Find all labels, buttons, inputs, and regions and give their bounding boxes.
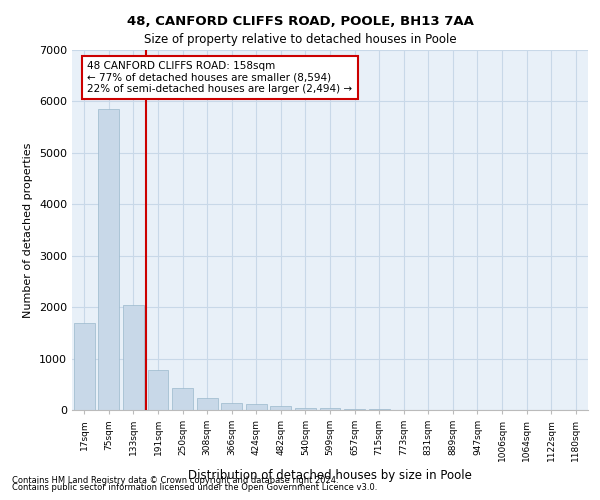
- Bar: [368, 409, 389, 410]
- Bar: [320, 408, 340, 410]
- Bar: [295, 408, 316, 410]
- Text: 48, CANFORD CLIFFS ROAD, POOLE, BH13 7AA: 48, CANFORD CLIFFS ROAD, POOLE, BH13 7AA: [127, 15, 473, 28]
- Y-axis label: Number of detached properties: Number of detached properties: [23, 142, 34, 318]
- Text: Contains public sector information licensed under the Open Government Licence v3: Contains public sector information licen…: [12, 484, 377, 492]
- X-axis label: Distribution of detached houses by size in Poole: Distribution of detached houses by size …: [188, 470, 472, 482]
- Bar: [74, 322, 95, 410]
- Bar: [246, 404, 267, 410]
- Bar: [148, 370, 169, 410]
- Bar: [98, 109, 119, 410]
- Text: 48 CANFORD CLIFFS ROAD: 158sqm
← 77% of detached houses are smaller (8,594)
22% : 48 CANFORD CLIFFS ROAD: 158sqm ← 77% of …: [88, 61, 353, 94]
- Bar: [271, 406, 292, 410]
- Text: Size of property relative to detached houses in Poole: Size of property relative to detached ho…: [143, 32, 457, 46]
- Bar: [221, 404, 242, 410]
- Bar: [172, 388, 193, 410]
- Bar: [344, 408, 365, 410]
- Bar: [123, 304, 144, 410]
- Text: Contains HM Land Registry data © Crown copyright and database right 2024.: Contains HM Land Registry data © Crown c…: [12, 476, 338, 485]
- Bar: [197, 398, 218, 410]
